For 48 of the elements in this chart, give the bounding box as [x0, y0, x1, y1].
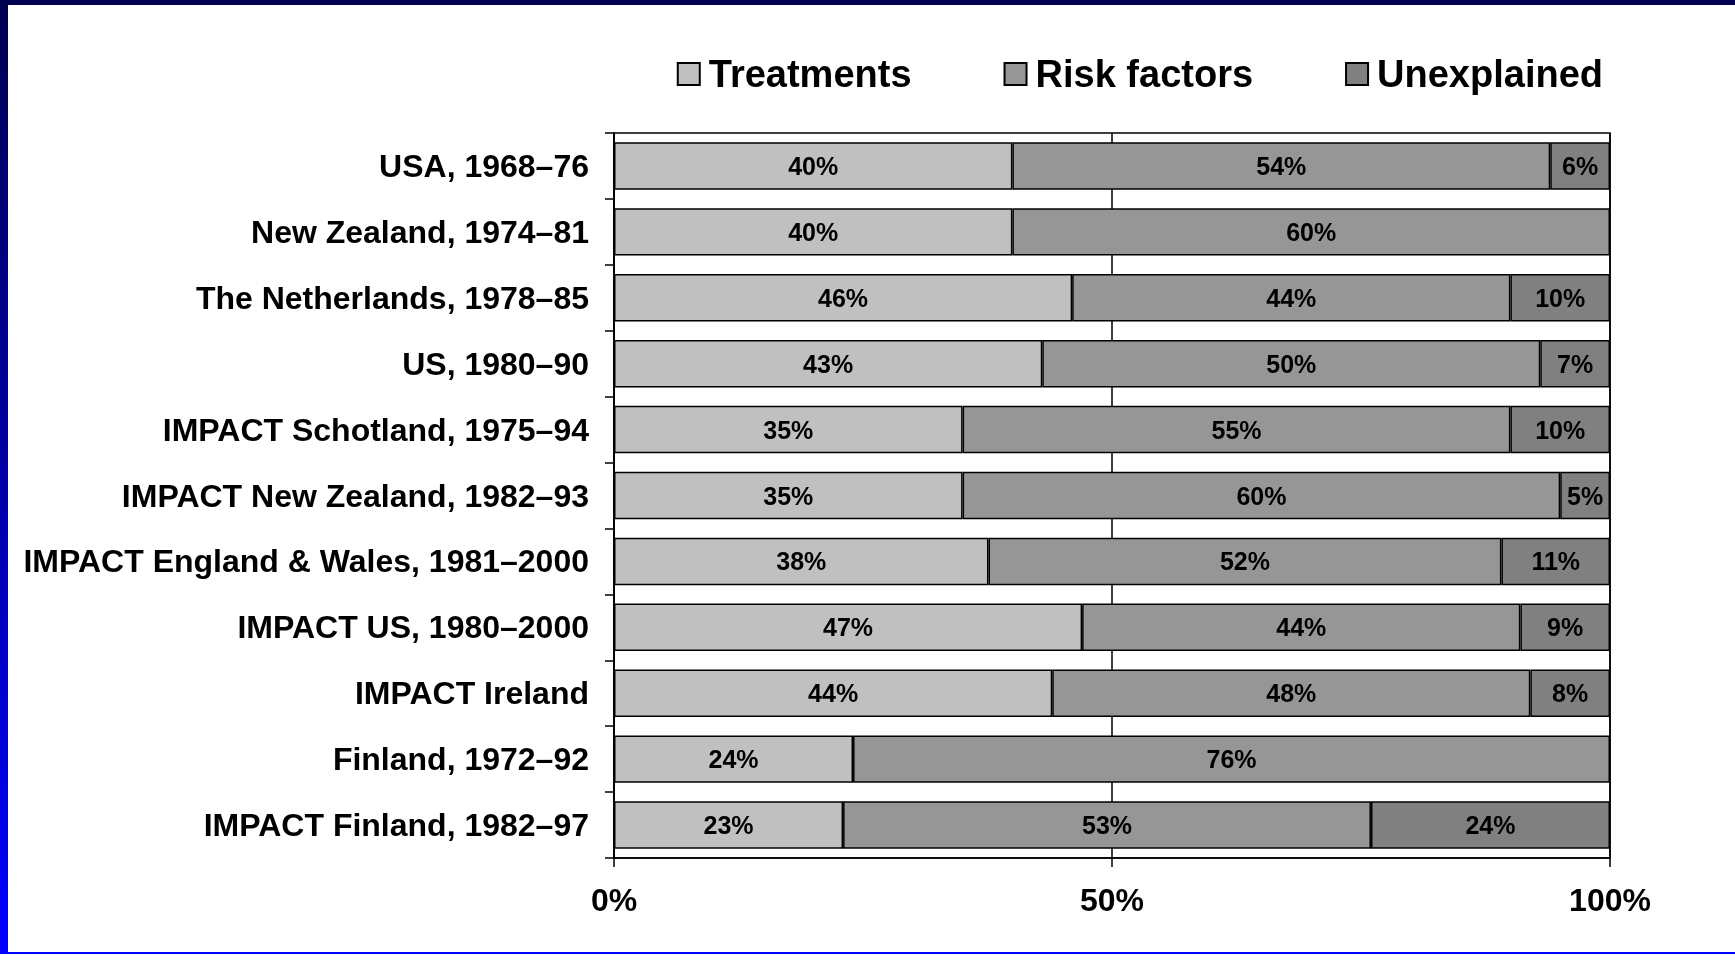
- data-label: 44%: [808, 679, 859, 708]
- y-tick-label: IMPACT Schotland, 1975–94: [162, 411, 590, 448]
- data-label: 76%: [1206, 745, 1257, 774]
- data-label: 43%: [803, 349, 854, 378]
- data-label: 55%: [1211, 415, 1262, 444]
- data-label: 44%: [1276, 613, 1327, 642]
- data-label: 35%: [763, 481, 814, 510]
- x-tick-label: 0%: [590, 882, 638, 918]
- data-label: 8%: [1552, 679, 1589, 708]
- data-label: 60%: [1236, 481, 1287, 510]
- x-tick-label: 50%: [1079, 882, 1145, 918]
- data-label: 5%: [1567, 481, 1604, 510]
- data-label: 53%: [1082, 811, 1133, 840]
- data-label: 40%: [788, 151, 839, 180]
- data-label: 46%: [818, 283, 869, 312]
- data-label: 24%: [1465, 811, 1516, 840]
- y-tick-label: IMPACT Finland, 1982–97: [203, 807, 589, 844]
- y-tick-label: IMPACT England & Wales, 1981–2000: [23, 543, 589, 580]
- data-label: 10%: [1535, 283, 1586, 312]
- y-tick-label: USA, 1968–76: [379, 147, 589, 184]
- data-label: 35%: [763, 415, 814, 444]
- data-label: 60%: [1286, 217, 1337, 246]
- y-tick-label: IMPACT Ireland: [354, 675, 589, 712]
- legend-label: Treatments: [708, 53, 912, 95]
- data-label: 47%: [823, 613, 874, 642]
- data-label: 10%: [1535, 415, 1586, 444]
- y-tick-label: The Netherlands, 1978–85: [195, 279, 589, 316]
- legend-label: Unexplained: [1377, 53, 1604, 95]
- x-tick-label: 100%: [1569, 882, 1651, 918]
- data-label: 38%: [776, 547, 827, 576]
- data-label: 6%: [1562, 151, 1599, 180]
- data-label: 23%: [703, 811, 754, 840]
- data-label: 40%: [788, 217, 839, 246]
- data-label: 44%: [1266, 283, 1317, 312]
- y-tick-label: IMPACT New Zealand, 1982–93: [121, 477, 589, 514]
- data-label: 48%: [1266, 679, 1317, 708]
- y-tick-label: Finland, 1972–92: [332, 741, 589, 778]
- y-tick-label: New Zealand, 1974–81: [251, 213, 589, 250]
- data-label: 50%: [1266, 349, 1317, 378]
- data-label: 7%: [1557, 349, 1594, 378]
- data-label: 11%: [1531, 547, 1581, 576]
- data-label: 24%: [708, 745, 759, 774]
- data-label: 9%: [1547, 613, 1584, 642]
- legend-label: Risk factors: [1035, 53, 1254, 95]
- data-label: 54%: [1256, 151, 1307, 180]
- data-label: 52%: [1219, 547, 1270, 576]
- y-tick-label: IMPACT US, 1980–2000: [237, 609, 589, 646]
- y-tick-label: US, 1980–90: [402, 345, 589, 382]
